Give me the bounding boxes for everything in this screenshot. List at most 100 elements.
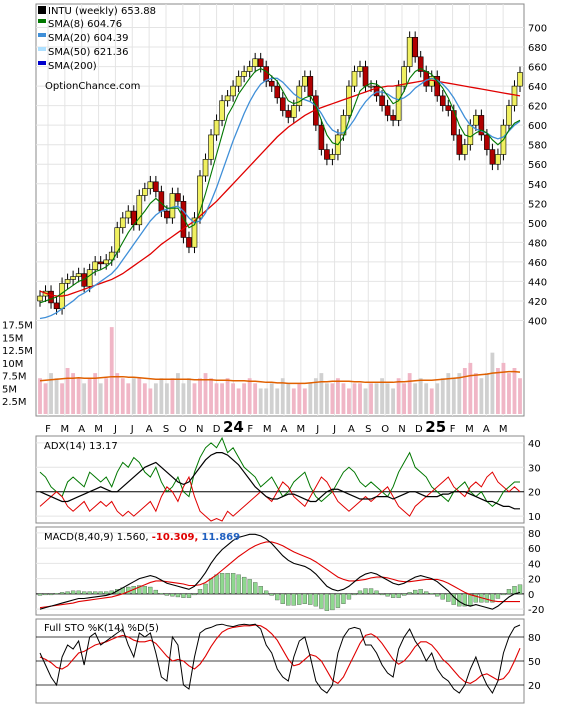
volume-bar [451, 378, 456, 414]
macd-hist-bar [236, 574, 241, 595]
plus-di-line [39, 436, 520, 508]
volume-bar [473, 373, 478, 414]
volume-bar [302, 388, 307, 414]
macd-hist-bar [346, 593, 352, 600]
volume-bar [429, 388, 434, 414]
candle-body [462, 144, 468, 155]
month-tick-label: A [348, 424, 355, 435]
macd-hist-bar [87, 591, 92, 595]
macd-hist-bar [517, 584, 523, 595]
volume-bar [242, 383, 247, 414]
volume-bar [308, 383, 313, 414]
macd-hist-bar [142, 586, 147, 595]
volume-bar [402, 383, 407, 414]
price-panel [35, 3, 525, 417]
candle-body [147, 181, 154, 189]
price-tick-label: 540 [528, 180, 547, 191]
candle-body [489, 149, 496, 165]
candle-body [417, 56, 424, 72]
volume-bar [98, 383, 103, 414]
volume-bar [435, 383, 440, 414]
macd-hist-bar [275, 593, 280, 601]
grid-lines [36, 4, 524, 686]
macd-hist-bar [379, 593, 385, 596]
volume-bar [446, 373, 451, 414]
macd-hist-bar [335, 593, 341, 608]
macd-hist-bar [390, 593, 396, 598]
month-tick-label: A [146, 424, 153, 435]
legend-sma8: SMA(8) 604.76 [48, 19, 122, 30]
sto-k-line [39, 623, 521, 695]
hist-value: 11.869 [202, 532, 241, 543]
month-tick-label: S [163, 424, 169, 435]
volume-bar [65, 368, 70, 414]
macd-hist-bar [429, 592, 434, 595]
adx-panel [35, 435, 525, 524]
candle-body [384, 105, 391, 116]
volume-bar [319, 373, 324, 414]
macd-tick-label: 60 [528, 544, 541, 555]
volume-bar [269, 383, 274, 414]
macd-hist-bar [363, 588, 368, 595]
watermark: OptionChance.com [45, 81, 140, 92]
macd-hist-bar [407, 592, 412, 595]
candle-body [379, 95, 385, 106]
macd-hist-bar [59, 592, 65, 595]
sto-tick-label: 50 [528, 657, 541, 668]
candle-body [142, 188, 148, 196]
volume-bar [176, 373, 180, 414]
month-tick-label: A [281, 424, 288, 435]
sto-d-line [39, 624, 521, 685]
month-tick-label: 25 [425, 418, 446, 436]
macd-hist-bar [98, 591, 103, 595]
minus-di-line [39, 471, 521, 522]
volume-bar [93, 373, 98, 414]
candle-body [219, 100, 225, 121]
candle-body [290, 105, 297, 118]
candle-body [307, 76, 314, 97]
macd-hist-bar [219, 573, 225, 595]
volume-bar [484, 373, 489, 414]
macd-hist-bar [159, 592, 164, 595]
volume-bar [76, 378, 81, 414]
volume-tick-label: 2.5M [2, 397, 27, 408]
volume-bar [49, 373, 53, 414]
candle-body [478, 115, 485, 136]
candle-body [346, 85, 352, 116]
legend-swatch-sma8 [38, 19, 46, 23]
month-tick-label: F [450, 424, 456, 435]
volume-bar [297, 383, 302, 414]
adx-tick-label: 40 [528, 439, 541, 450]
volume-bar [225, 378, 230, 414]
volume-bar [247, 378, 252, 414]
candle-body [153, 181, 159, 192]
volume-bar [258, 388, 263, 414]
macd-hist-bar [374, 590, 379, 595]
candle-body [473, 115, 479, 126]
price-tick-label: 440 [528, 277, 547, 288]
macd-hist-bar [104, 591, 109, 595]
candle-body [48, 290, 54, 304]
volume-bar [187, 378, 191, 414]
macd-hist-bar [330, 593, 335, 611]
macd-hist-bar [368, 588, 374, 595]
candle-body [119, 217, 126, 229]
price-tick-label: 640 [528, 82, 547, 93]
volume-bar [385, 383, 390, 414]
candle-body [406, 36, 413, 67]
month-tick-label: M [465, 424, 474, 435]
volume-bar [374, 383, 379, 414]
legend-price: INTU (weekly) 653.88 [48, 6, 156, 17]
candle-body [246, 66, 253, 72]
price-tick-label: 620 [528, 102, 547, 113]
candle-body [197, 175, 203, 219]
volume-bar [407, 373, 412, 414]
candle-body [235, 76, 242, 87]
macd-hist-bar [319, 593, 324, 609]
volume-bar [203, 373, 208, 414]
macd-hist-bar [280, 593, 285, 604]
macd-hist-bar [208, 578, 214, 595]
volume-bar [413, 383, 418, 414]
